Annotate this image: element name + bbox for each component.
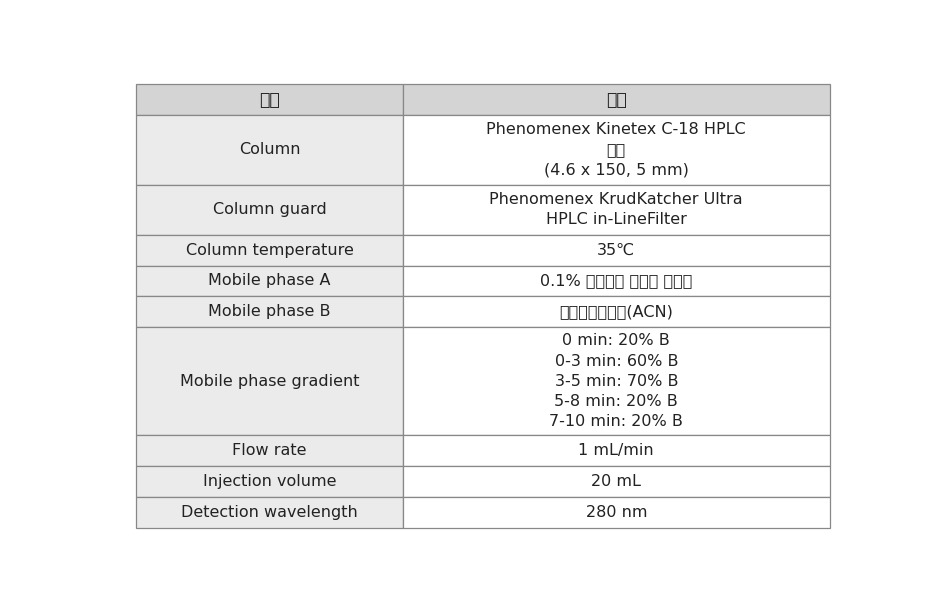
Text: 1 mL/min: 1 mL/min [578,443,654,458]
Text: Phenomenex Kinetex C-18 HPLC: Phenomenex Kinetex C-18 HPLC [486,122,746,138]
Text: Column: Column [238,142,300,158]
Text: HPLC in-LineFilter: HPLC in-LineFilter [545,212,687,227]
Bar [136,296,403,327]
Text: 3-5 min: 70% B: 3-5 min: 70% B [555,374,678,388]
Bar [403,435,830,466]
Bar [403,84,830,115]
Text: Mobile phase B: Mobile phase B [208,304,331,319]
Bar [136,327,403,435]
Text: 0.1% 포름산을 포함한 증류수: 0.1% 포름산을 포함한 증류수 [540,273,692,288]
Text: 내용: 내용 [606,91,626,109]
Bar [403,185,830,235]
Text: Injection volume: Injection volume [203,474,336,489]
Text: 0-3 min: 60% B: 0-3 min: 60% B [555,353,678,368]
Bar [136,265,403,296]
Bar [403,265,830,296]
Bar [136,185,403,235]
Text: 35℃: 35℃ [597,242,635,258]
Text: 7-10 min: 20% B: 7-10 min: 20% B [549,414,683,429]
Bar [136,115,403,185]
Bar [136,235,403,265]
Text: (4.6 x 150, 5 mm): (4.6 x 150, 5 mm) [544,162,689,178]
Text: 20 mL: 20 mL [592,474,642,489]
Bar [136,466,403,497]
Text: Mobile phase A: Mobile phase A [208,273,331,288]
Text: Phenomenex KrudKatcher Ultra: Phenomenex KrudKatcher Ultra [490,192,743,207]
Bar [136,435,403,466]
Text: 조건: 조건 [259,91,280,109]
Bar [403,497,830,528]
Text: 0 min: 20% B: 0 min: 20% B [562,333,670,348]
Text: Column temperature: Column temperature [186,242,353,258]
Text: 아세토나이트릴(ACN): 아세토나이트릴(ACN) [560,304,674,319]
Bar [403,327,830,435]
Text: 5-8 min: 20% B: 5-8 min: 20% B [555,394,678,408]
Text: 콜럼: 콜럼 [607,142,625,158]
Text: Flow rate: Flow rate [233,443,307,458]
Text: Detection wavelength: Detection wavelength [181,505,358,520]
Text: Column guard: Column guard [213,202,326,217]
Bar [136,84,403,115]
Bar [403,235,830,265]
Text: Mobile phase gradient: Mobile phase gradient [180,374,359,388]
Text: 280 nm: 280 nm [586,505,647,520]
Bar [136,497,403,528]
Bar [403,296,830,327]
Bar [403,115,830,185]
Bar [403,466,830,497]
